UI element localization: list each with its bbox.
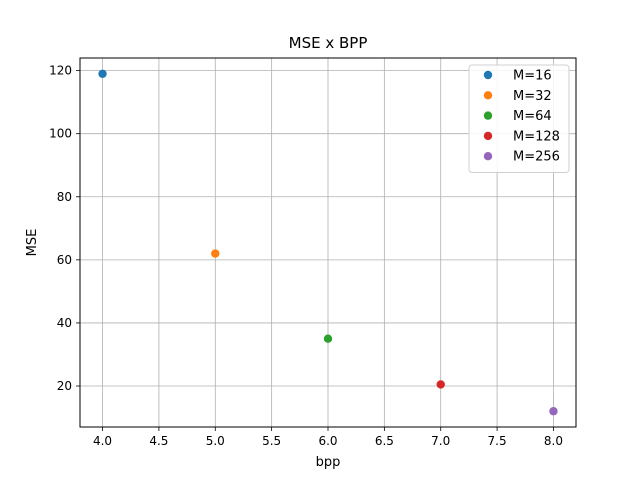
legend-marker [483,91,493,100]
x-tick-label: 7.0 [431,434,450,448]
legend-label: M=64 [513,109,552,124]
legend-label: M=16 [513,69,552,84]
data-points [98,69,558,416]
y-tick-label: 40 [57,316,72,330]
x-tick-label: 8.0 [544,434,563,448]
data-point-m-32 [211,249,220,258]
chart-title: MSE x BPP [289,34,368,52]
y-axis-label: MSE [25,229,40,257]
legend-label: M=128 [513,129,560,144]
x-tick-label: 6.0 [318,434,337,448]
legend-marker [483,70,493,80]
data-point-m-64 [323,334,333,343]
legend-label: M=256 [513,150,560,165]
legend: M=16 M=32 M=64 M=128 M=256 [468,64,570,173]
x-tick-label: 6.5 [375,434,394,448]
data-point-m-16 [98,69,107,78]
data-point-m-256 [549,407,558,416]
legend-box [468,64,570,173]
legend-marker [483,131,493,141]
x-tick-label: 7.5 [488,434,507,448]
data-point-m-128 [436,380,445,389]
x-axis-label: bpp [316,455,341,470]
legend-marker [483,111,493,120]
x-tick-label: 5.5 [262,434,281,448]
y-tick-label: 60 [57,253,72,267]
y-tick-label: 120 [49,64,72,78]
x-tick-label: 4.5 [149,434,168,448]
y-tick-label: 100 [49,127,72,141]
y-tick-label: 80 [57,190,72,204]
axis-ticks: 4.0 4.5 5.0 5.5 6.0 6.5 7.0 7.5 8.0 20 40 60 80 100 12… [49,64,563,448]
x-tick-label: 5.0 [206,434,225,448]
y-tick-label: 20 [57,379,72,393]
x-tick-label: 4.0 [93,434,112,448]
legend-marker [483,152,493,161]
legend-label: M=32 [513,89,552,104]
